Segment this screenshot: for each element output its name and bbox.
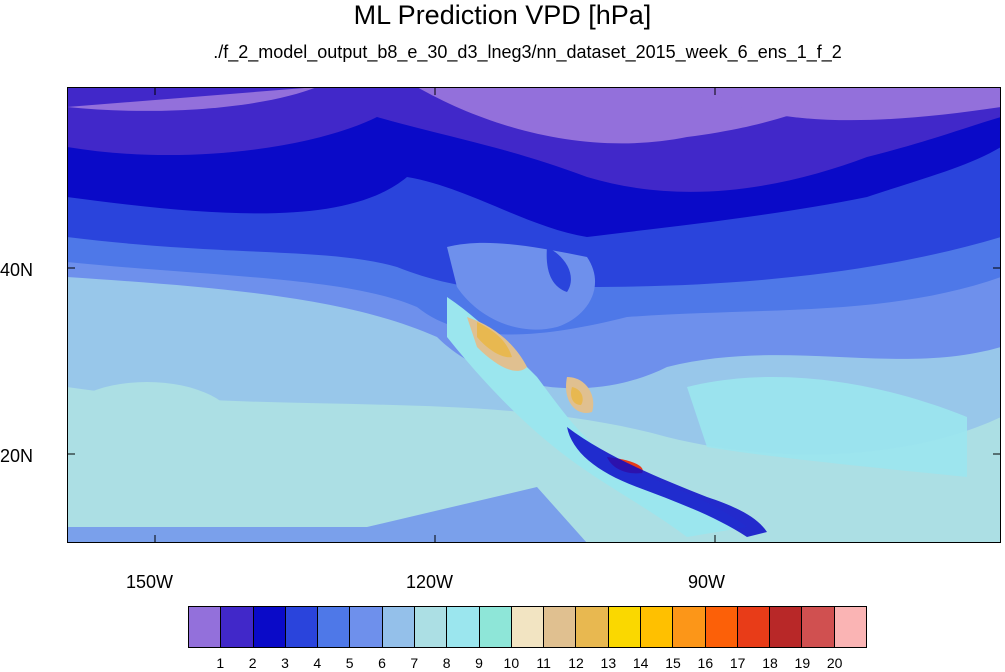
colorbar-label: 8: [442, 655, 451, 671]
lon-label-150w: 150W: [126, 572, 174, 592]
colorbar: [188, 606, 867, 648]
colorbar-label: 9: [475, 655, 483, 671]
colorbar-swatch: [770, 607, 803, 647]
colorbar-label: 6: [378, 655, 386, 671]
colorbar-label: 13: [600, 655, 617, 671]
colorbar-swatch: [544, 607, 577, 647]
lat-label-40n: 40N: [0, 260, 34, 280]
vpd-contour-field: [67, 87, 1001, 543]
lat-label-20n: 20N: [0, 446, 34, 466]
colorbar-swatch: [511, 607, 545, 647]
colorbar-labels: 1 2 3 4 5 6 7 8 9 10 11 12 13 14 15 16 17 18 19 20: [188, 655, 867, 671]
colorbar-label: 4: [313, 655, 322, 671]
colorbar-swatch: [350, 607, 383, 647]
colorbar-swatch: [447, 607, 480, 647]
colorbar-label: 3: [281, 655, 289, 671]
colorbar-swatch: [382, 607, 415, 647]
colorbar-swatch: [576, 607, 609, 647]
colorbar-label: 12: [568, 655, 584, 671]
colorbar-swatch: [189, 607, 222, 647]
colorbar-label: 11: [536, 655, 551, 671]
colorbar-label: 14: [632, 655, 649, 671]
colorbar-swatch: [318, 607, 351, 647]
colorbar-swatch: [221, 607, 254, 647]
colorbar-label: 19: [794, 655, 811, 671]
colorbar-label: 1: [216, 655, 225, 671]
map-ticks: [67, 87, 1001, 543]
colorbar-label: 15: [665, 655, 681, 671]
colorbar-label: 16: [697, 655, 714, 671]
colorbar-swatch: [705, 607, 738, 647]
vpd-map: [67, 87, 1001, 543]
colorbar-label: 10: [503, 655, 520, 671]
colorbar-label: 20: [826, 655, 843, 671]
colorbar-label: 18: [762, 655, 778, 671]
colorbar-label: 17: [729, 655, 746, 671]
colorbar-swatch: [802, 607, 835, 647]
colorbar-swatch: [608, 607, 641, 647]
colorbar-swatch: [834, 607, 866, 647]
colorbar-swatch: [285, 607, 319, 647]
colorbar-label: 5: [345, 655, 354, 671]
chart-subtitle: ./f_2_model_output_b8_e_30_d3_lneg3/nn_d…: [213, 42, 842, 62]
colorbar-swatch: [414, 607, 448, 647]
lon-label-120w: 120W: [406, 572, 454, 592]
chart-title: ML Prediction VPD [hPa]: [353, 0, 652, 30]
colorbar-label: 7: [410, 655, 419, 671]
colorbar-label: 2: [248, 655, 257, 671]
colorbar-swatch: [640, 607, 674, 647]
colorbar-swatch: [737, 607, 771, 647]
lon-label-90w: 90W: [688, 572, 726, 592]
colorbar-swatch: [253, 607, 286, 647]
colorbar-swatch: [673, 607, 706, 647]
colorbar-swatch: [479, 607, 512, 647]
